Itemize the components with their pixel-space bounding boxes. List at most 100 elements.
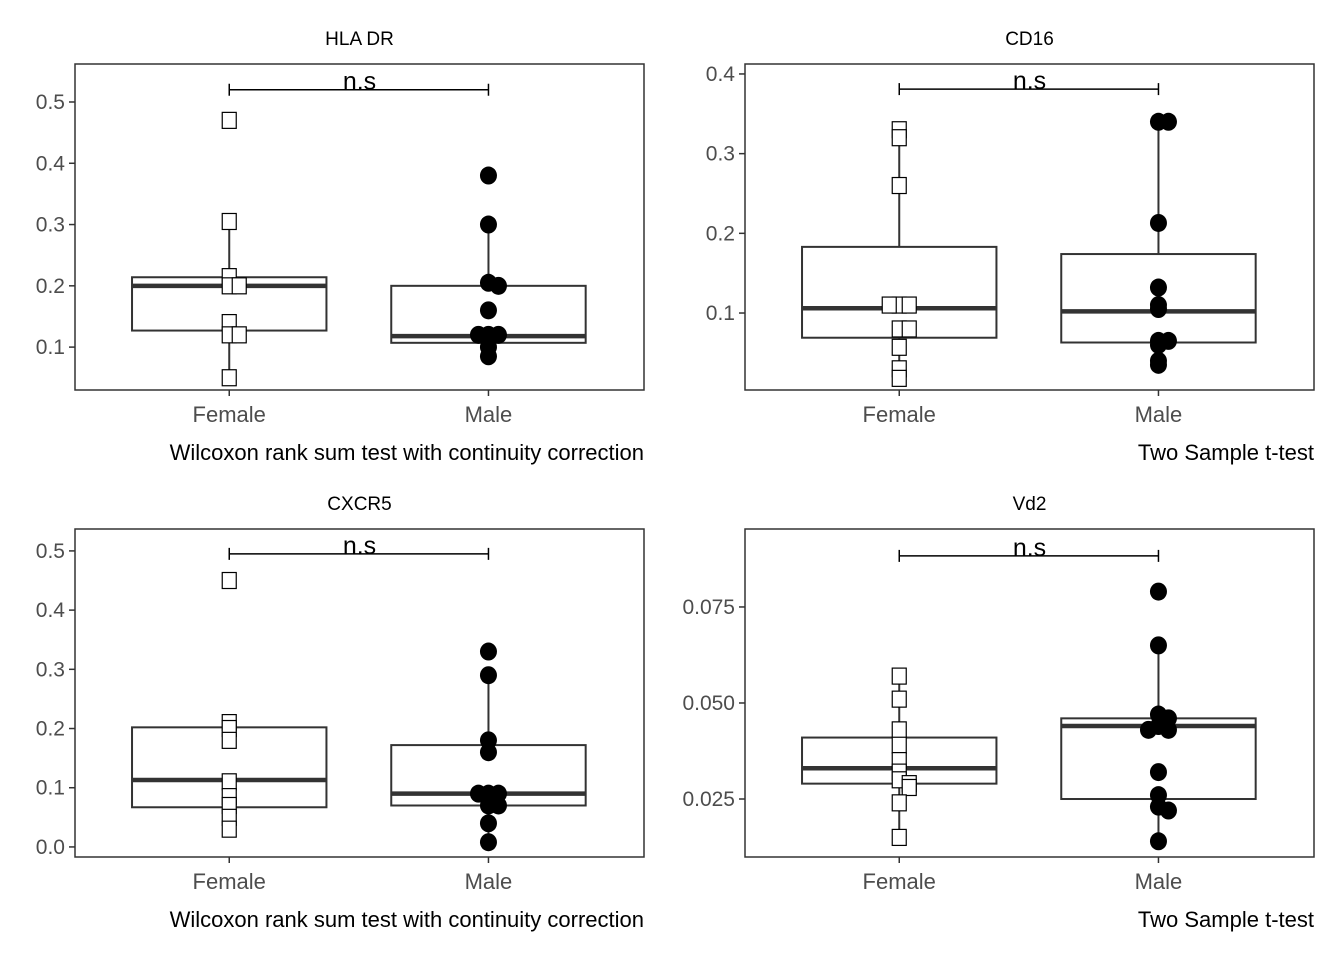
panel-title: CD16 [1005, 29, 1054, 50]
y-tick-label: 0.0 [36, 836, 65, 859]
panel-border [744, 63, 1315, 391]
y-tick-label: 0.050 [682, 692, 735, 715]
panel-border [74, 63, 645, 391]
panel-cd16: CD16 0.1 0.2 0.3 0.4 Female Male Two Sample t-t… [706, 29, 1315, 465]
data-point-male [1149, 636, 1167, 655]
data-point-male [1159, 801, 1177, 820]
box-male [1060, 582, 1257, 851]
y-tick-label: 0.2 [36, 275, 65, 298]
data-point-male [479, 743, 497, 762]
y-tick-label: 0.4 [36, 152, 66, 175]
data-point-female [891, 369, 907, 387]
panel-title: Vd2 [1013, 494, 1047, 515]
y-tick-label: 0.3 [706, 143, 735, 166]
x-tick-label: Female [863, 869, 936, 894]
y-tick-label: 0.3 [36, 214, 65, 237]
data-point-female [221, 111, 237, 129]
test-label: Wilcoxon rank sum test with continuity c… [170, 440, 644, 465]
data-point-female [891, 736, 907, 754]
significance-label: n.s [1013, 534, 1046, 562]
data-point-female [891, 794, 907, 812]
data-point-female [901, 296, 917, 314]
data-point-female [891, 129, 907, 147]
y-tick-label: 0.3 [36, 658, 65, 681]
y-tick-label: 0.1 [36, 336, 65, 359]
data-point-female [881, 296, 897, 314]
box-male [390, 166, 587, 366]
panel-title: HLA DR [325, 29, 394, 50]
x-tick-label: Female [193, 869, 266, 894]
panel-border [744, 528, 1315, 858]
box-male [390, 642, 587, 852]
significance-bracket: n.s [228, 532, 490, 560]
data-point-female [231, 326, 247, 344]
box-female [801, 121, 998, 387]
data-point-male [479, 666, 497, 685]
data-point-male [1159, 720, 1177, 739]
data-point-female [891, 667, 907, 685]
data-point-male [1149, 278, 1167, 297]
significance-label: n.s [343, 68, 376, 96]
panel-vd2: Vd2 0.025 0.050 0.075 Female Male Two Sample t… [682, 494, 1315, 932]
x-tick-label: Male [465, 869, 513, 894]
panel-title: CXCR5 [327, 494, 391, 515]
significance-label: n.s [1013, 67, 1046, 95]
significance-label: n.s [343, 532, 376, 560]
data-point-female [221, 773, 237, 791]
data-point-male [479, 642, 497, 661]
y-tick-label: 0.5 [36, 91, 65, 114]
data-point-male [1149, 335, 1167, 354]
x-tick-label: Male [1135, 402, 1183, 427]
y-tick-label: 0.5 [36, 540, 65, 563]
significance-bracket: n.s [228, 68, 490, 96]
test-label: Two Sample t-test [1138, 440, 1314, 465]
data-point-male [479, 833, 497, 852]
data-point-male [479, 347, 497, 366]
data-point-male [1139, 720, 1157, 739]
x-tick-label: Female [863, 402, 936, 427]
y-tick-label: 0.2 [706, 222, 735, 245]
y-tick-label: 0.4 [706, 63, 736, 86]
data-point-female [901, 320, 917, 338]
data-point-male [1149, 213, 1167, 232]
significance-bracket: n.s [898, 534, 1160, 562]
y-tick-label: 0.075 [682, 596, 735, 619]
data-point-male [1149, 832, 1167, 851]
data-point-female [891, 338, 907, 356]
data-point-male [479, 166, 497, 185]
data-point-female [901, 778, 917, 797]
data-point-male [489, 796, 507, 815]
data-point-female [221, 820, 237, 838]
significance-bracket: n.s [898, 67, 1160, 96]
data-point-female [221, 369, 237, 387]
test-label: Wilcoxon rank sum test with continuity c… [170, 907, 644, 932]
data-point-male [1159, 112, 1177, 131]
data-point-male [1149, 763, 1167, 782]
x-tick-label: Male [1135, 869, 1183, 894]
panel-hla-dr: HLA DR 0.1 0.2 0.3 0.4 0.5 Female Male Wilcoxon … [36, 29, 645, 465]
x-tick-label: Female [193, 402, 266, 427]
x-tick-label: Male [465, 402, 513, 427]
data-point-female [231, 277, 247, 295]
y-tick-label: 0.2 [36, 718, 65, 741]
data-point-male [1149, 300, 1167, 319]
box-female [801, 667, 998, 847]
y-tick-label: 0.025 [682, 788, 735, 811]
data-point-female [891, 828, 907, 847]
data-point-female [221, 212, 237, 231]
data-point-female [891, 721, 907, 739]
test-label: Two Sample t-test [1138, 907, 1314, 932]
panel-border [74, 528, 645, 858]
data-point-male [1149, 355, 1167, 374]
data-point-male [489, 276, 507, 295]
y-tick-label: 0.4 [36, 599, 66, 622]
box-female [131, 571, 328, 838]
y-tick-label: 0.1 [36, 777, 65, 800]
box-male [1060, 112, 1257, 374]
data-point-male [1149, 582, 1167, 601]
y-tick-label: 0.1 [706, 302, 735, 325]
data-point-male [479, 215, 497, 234]
data-point-female [891, 690, 907, 708]
data-point-male [489, 325, 507, 344]
